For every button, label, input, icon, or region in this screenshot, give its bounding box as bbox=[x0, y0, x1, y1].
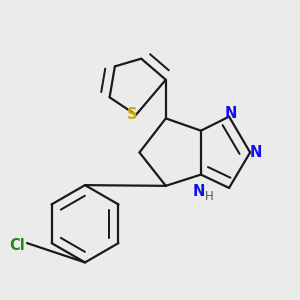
Text: N: N bbox=[193, 184, 206, 199]
Text: S: S bbox=[127, 107, 138, 122]
Text: H: H bbox=[205, 190, 213, 203]
Text: N: N bbox=[225, 106, 237, 121]
Text: N: N bbox=[250, 145, 262, 160]
Text: Cl: Cl bbox=[9, 238, 25, 253]
